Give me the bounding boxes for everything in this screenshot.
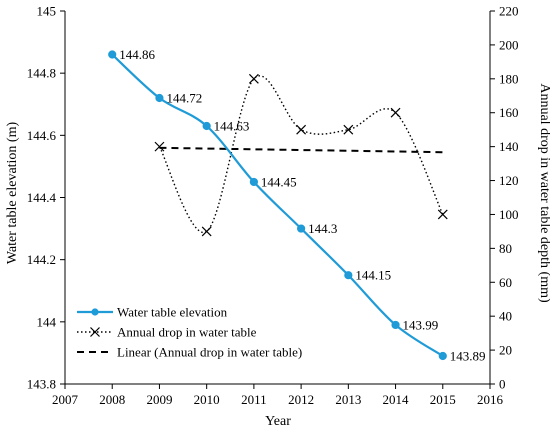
annual-drop-point [154, 141, 165, 152]
water-table-point [249, 177, 258, 187]
legend-linear-label: Linear (Annual drop in water table) [117, 345, 302, 360]
x-marker-stroke [343, 124, 354, 135]
annual-drop-point [201, 226, 212, 237]
water-table-data-label: 144.15 [355, 268, 391, 283]
y-right-tick-label: 120 [499, 173, 519, 188]
y-left-tick-label: 144.4 [27, 190, 57, 205]
y-left-tick-label: 144.2 [27, 252, 56, 267]
x-tick-label: 2009 [146, 392, 172, 407]
x-tick-label: 2014 [383, 392, 410, 407]
water-table-point [438, 351, 447, 361]
water-table-data-label: 144.63 [214, 119, 250, 134]
x-marker-stroke [248, 73, 259, 84]
y-right-tick-label: 20 [499, 343, 512, 358]
water-table-data-label: 144.86 [119, 47, 155, 62]
x-tick-label: 2012 [288, 392, 314, 407]
water-table-point [108, 50, 117, 59]
legend-water-table-marker [91, 308, 99, 316]
y-left-tick-label: 144.6 [27, 128, 57, 143]
annual-drop-point [437, 209, 448, 220]
x-marker-stroke [296, 124, 307, 135]
y-left-tick-label: 144 [37, 314, 57, 329]
x-marker-stroke [390, 107, 401, 118]
y-left-axis-title: Water table elevation (m) [5, 122, 20, 265]
annual-drop-point [248, 73, 259, 84]
y-right-tick-label: 60 [499, 275, 512, 290]
x-tick-label: 2015 [430, 392, 456, 407]
y-left-tick-label: 143.8 [27, 377, 56, 392]
x-tick-label: 2008 [99, 392, 125, 407]
x-tick-label: 2016 [477, 392, 504, 407]
y-right-tick-label: 220 [499, 4, 519, 19]
water-table-point [155, 93, 164, 103]
water-table-data-label: 143.99 [403, 317, 439, 332]
water-table-point [202, 121, 211, 131]
series-linear-trend-line [159, 146, 443, 154]
legend-annual-drop-marker [90, 327, 100, 337]
water-table-data-label: 144.72 [166, 91, 202, 106]
x-tick-label: 2007 [52, 392, 79, 407]
y-right-tick-label: 200 [499, 37, 519, 52]
legend-water-table-label: Water table elevation [117, 305, 228, 320]
legend: Water table elevation Annual drop in wate… [77, 305, 302, 360]
y-right-axis-title: Annual drop in water table depth (mm) [537, 83, 550, 303]
y-right-tick-label: 0 [499, 377, 506, 392]
y-right-tick-label: 160 [499, 105, 519, 120]
y-right-tick-label: 40 [499, 309, 512, 324]
water-table-data-label: 143.89 [450, 349, 486, 364]
y-right-tick-label: 180 [499, 71, 519, 86]
water-table-point [391, 320, 400, 330]
x-tick-label: 2013 [335, 392, 361, 407]
x-tick-label: 2011 [241, 392, 267, 407]
y-right-tick-label: 140 [499, 139, 519, 154]
annual-drop-point [296, 124, 307, 135]
y-right-tick-label: 80 [499, 241, 512, 256]
y-right-tick-label: 100 [499, 207, 519, 222]
x-marker-stroke [437, 209, 448, 220]
x-marker-stroke [154, 141, 165, 152]
annual-drop-point [343, 124, 354, 135]
water-table-point [297, 224, 306, 233]
x-axis-title: Year [265, 414, 291, 429]
water-table-point [344, 271, 353, 280]
y-left-tick-label: 145 [37, 4, 57, 19]
annual-drop-point [390, 107, 401, 118]
water-table-data-label: 144.3 [308, 221, 337, 236]
x-marker-stroke [201, 226, 212, 237]
legend-annual-drop-label: Annual drop in water table [117, 325, 257, 340]
y-left-tick-label: 144.8 [27, 66, 56, 81]
x-tick-label: 2010 [194, 392, 220, 407]
water-table-data-label: 144.45 [261, 174, 297, 189]
